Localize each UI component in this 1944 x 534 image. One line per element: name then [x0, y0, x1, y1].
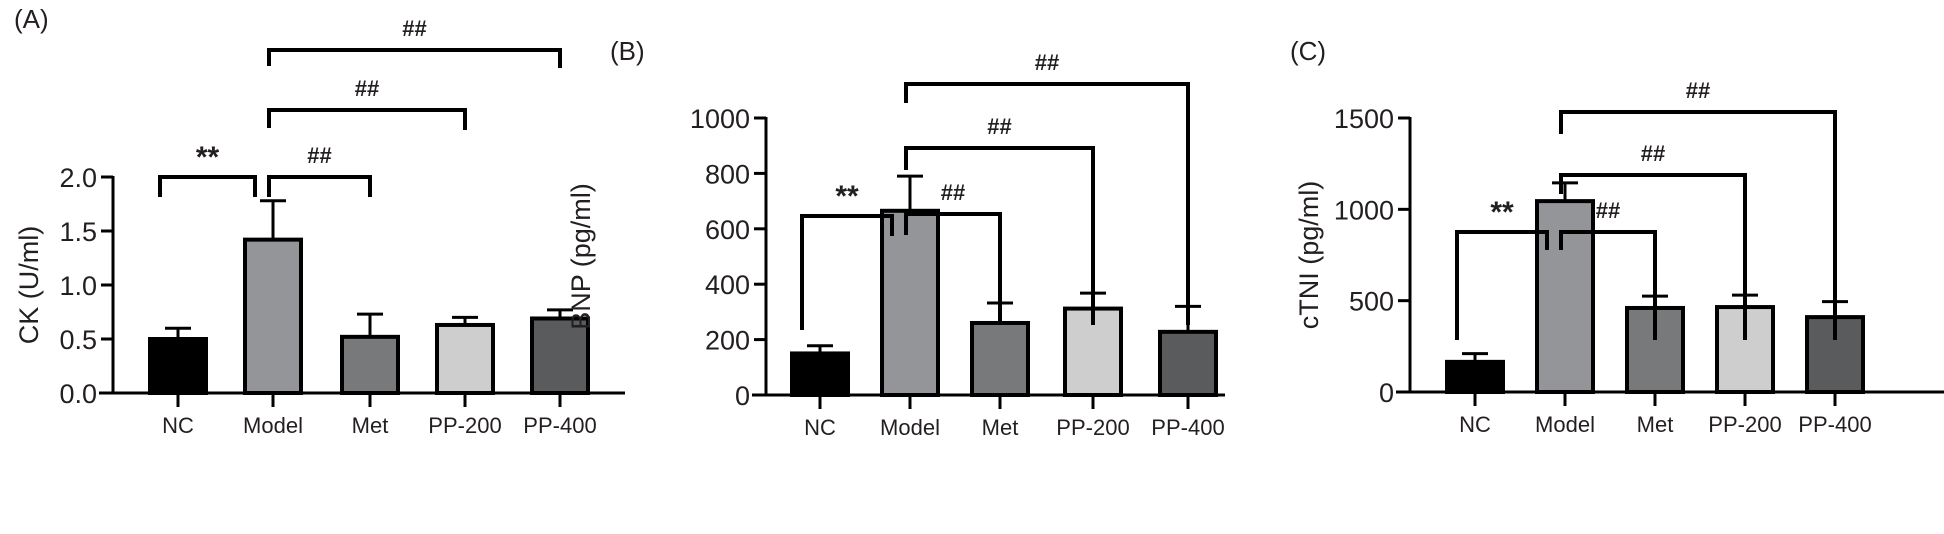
x-tick-label: Model: [243, 413, 303, 438]
significance-label: ##: [307, 143, 331, 168]
y-tick-label: 1.5: [59, 217, 97, 247]
significance-bracket: [800, 214, 894, 330]
y-tick-label: 2.0: [59, 163, 97, 193]
significance-bracket: [267, 108, 467, 130]
significance-bracket: [904, 146, 1095, 325]
bar-pp-200: [435, 322, 495, 395]
significance-label: **: [196, 141, 220, 174]
y-tick-label: 600: [705, 215, 750, 245]
bar-met: [970, 320, 1030, 398]
significance-label: ##: [1596, 198, 1620, 223]
y-tick-label: 0: [1379, 378, 1394, 408]
y-tick-label: 200: [705, 326, 750, 356]
significance-label: ##: [1686, 78, 1710, 103]
significance-bracket: [1559, 110, 1837, 340]
y-tick-label: 0.0: [59, 379, 97, 409]
x-tick-label: PP-200: [1708, 412, 1781, 437]
panel-label: (A): [14, 4, 49, 34]
y-tick-label: 0.5: [59, 325, 97, 355]
significance-label: ##: [402, 16, 426, 41]
y-tick-label: 1000: [690, 104, 750, 134]
x-tick-label: PP-200: [1056, 415, 1129, 440]
y-tick-label: 800: [705, 159, 750, 189]
y-tick-label: 0: [735, 381, 750, 411]
y-tick-label: 1000: [1334, 195, 1394, 225]
x-tick-label: Model: [880, 415, 940, 440]
x-tick-label: Model: [1535, 412, 1595, 437]
significance-bracket: [1455, 230, 1549, 340]
x-tick-label: NC: [162, 413, 194, 438]
significance-bracket: [1559, 173, 1747, 340]
y-axis-label: CK (U/ml): [14, 226, 44, 344]
significance-label: **: [1490, 196, 1514, 229]
bar-nc: [790, 351, 850, 398]
chart-panel-c: (C) cTNI (pg/ml) NC Model Met PP-200 PP-400 0 50…: [1290, 36, 1944, 437]
y-axis-label: BNP (pg/ml): [566, 183, 596, 330]
x-tick-label: Met: [1637, 412, 1674, 437]
x-tick-label: PP-200: [428, 413, 501, 438]
bar-pp-400: [1158, 329, 1218, 397]
bar-model: [243, 237, 303, 395]
significance-label: **: [835, 180, 859, 213]
y-tick-label: 1.0: [59, 271, 97, 301]
panel-label: (B): [610, 36, 645, 66]
panel-label: (C): [1290, 36, 1326, 66]
x-tick-label: PP-400: [1151, 415, 1224, 440]
x-tick-label: Met: [982, 415, 1019, 440]
significance-label: ##: [1035, 50, 1059, 75]
significance-bracket: [904, 212, 1002, 325]
significance-bracket: [267, 48, 562, 68]
significance-bracket: [1559, 230, 1657, 340]
x-tick-label: NC: [1459, 412, 1491, 437]
y-tick-label: 500: [1349, 287, 1394, 317]
significance-label: ##: [941, 180, 965, 205]
significance-label: ##: [1641, 141, 1665, 166]
significance-bracket: [904, 82, 1190, 325]
bar-model: [1535, 199, 1595, 394]
chart-panel-b: (B) BNP (pg/ml) NC Model Met PP-200 PP-400 0 200…: [566, 36, 1225, 440]
x-tick-label: PP-400: [1798, 412, 1871, 437]
bar-nc: [1445, 359, 1505, 394]
significance-bracket: [267, 175, 372, 197]
bar-nc: [148, 337, 208, 395]
x-tick-label: Met: [352, 413, 389, 438]
y-tick-label: 1500: [1334, 104, 1394, 134]
y-axis-label: cTNI (pg/ml): [1294, 181, 1324, 330]
significance-label: ##: [987, 114, 1011, 139]
chart-panel-a: (A) CK (U/ml) NC Model Met PP-200 PP-400 0.0 0.5…: [14, 4, 625, 438]
significance-bracket: [158, 175, 257, 197]
x-tick-label: PP-400: [523, 413, 596, 438]
significance-label: ##: [355, 76, 379, 101]
x-tick-label: NC: [804, 415, 836, 440]
bar-model: [880, 208, 940, 397]
bar-met: [340, 334, 400, 395]
y-tick-label: 400: [705, 270, 750, 300]
